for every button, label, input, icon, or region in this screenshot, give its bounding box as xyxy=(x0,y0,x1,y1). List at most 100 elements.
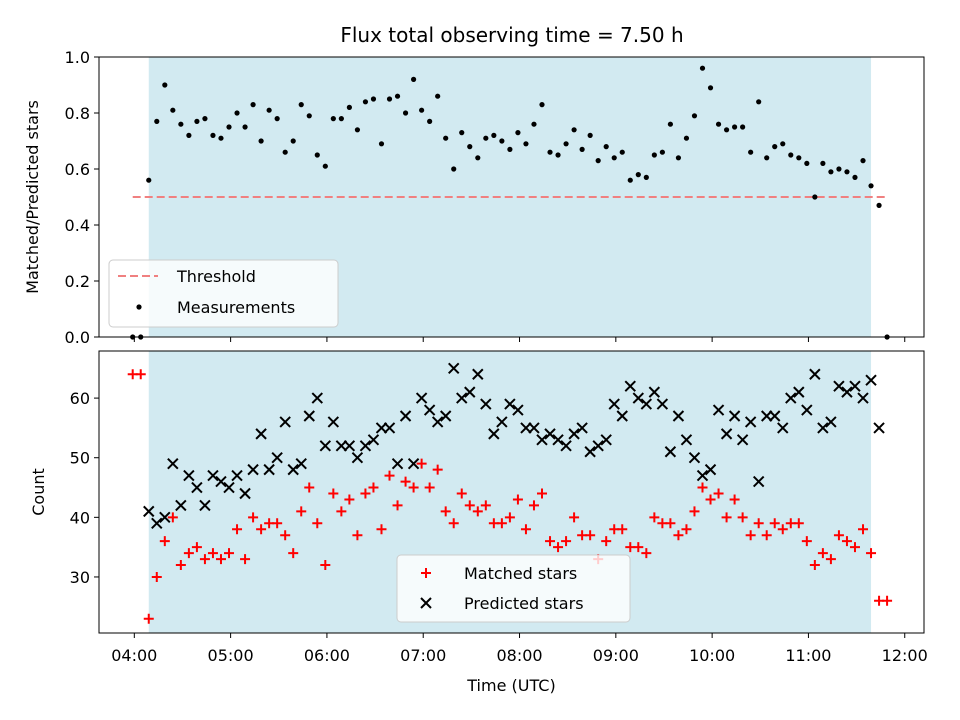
predicted-star-point xyxy=(873,422,885,434)
predicted-star-point xyxy=(175,499,187,512)
measurement-point xyxy=(523,141,529,147)
predicted-star-point xyxy=(319,440,332,452)
matched-star-point xyxy=(585,530,596,541)
matched-star-point xyxy=(705,494,716,505)
matched-star-point xyxy=(448,518,459,529)
measurement-point xyxy=(483,135,489,141)
matched-star-point xyxy=(769,518,780,529)
legend-predicted-label: Predicted stars xyxy=(464,594,584,613)
matched-star-point xyxy=(344,494,355,505)
measurement-point xyxy=(667,121,674,127)
y-tick-label: 30 xyxy=(70,568,90,587)
matched-star-point xyxy=(472,506,483,517)
matched-star-point xyxy=(777,524,788,535)
ratio-x-ticks xyxy=(133,337,906,342)
predicted-star-point xyxy=(271,452,283,464)
matched-star-point xyxy=(368,482,379,493)
matched-star-point xyxy=(175,560,186,571)
measurement-point xyxy=(154,118,160,124)
matched-star-point xyxy=(191,542,202,553)
matched-star-point xyxy=(384,470,395,481)
predicted-star-point xyxy=(648,386,661,398)
x-tick-label: 05:00 xyxy=(208,646,254,665)
measurement-point xyxy=(459,130,465,136)
predicted-star-point xyxy=(857,392,869,404)
matched-star-point xyxy=(761,530,772,541)
predicted-star-point xyxy=(488,428,500,440)
predicted-star-point xyxy=(801,404,813,416)
measurement-point xyxy=(740,124,746,130)
matched-star-point xyxy=(256,524,267,535)
matched-star-point xyxy=(272,518,283,529)
matched-star-point xyxy=(697,482,708,493)
matched-star-point xyxy=(665,518,676,529)
legend-matched-label: Matched stars xyxy=(464,564,577,583)
ratio-y-axis-label: Matched/Predicted stars xyxy=(23,100,42,294)
measurement-point xyxy=(683,135,690,141)
measurement-point xyxy=(186,132,192,138)
measurement-point xyxy=(427,118,433,124)
predicted-star-point xyxy=(656,398,669,410)
predicted-star-point xyxy=(183,469,195,482)
measurement-point xyxy=(635,172,641,178)
measurement-point xyxy=(178,121,184,127)
matched-star-point xyxy=(641,548,652,559)
ratio-legend: Threshold Measurements xyxy=(108,259,339,328)
predicted-star-point xyxy=(849,380,861,392)
x-tick-label: 07:00 xyxy=(400,646,446,665)
matched-star-point xyxy=(721,512,732,523)
predicted-star-point xyxy=(423,404,436,416)
predicted-star-point xyxy=(143,505,155,518)
predicted-star-point xyxy=(696,469,709,482)
predicted-star-point xyxy=(504,398,516,410)
x-tick-label: 04:00 xyxy=(111,646,157,665)
measurement-point xyxy=(780,141,786,147)
measurement-point xyxy=(346,104,352,110)
matched-star-point xyxy=(504,512,515,523)
measurement-point xyxy=(210,132,216,138)
measurement-point xyxy=(651,152,657,158)
chart-title: Flux total observing time = 7.50 h xyxy=(340,23,683,47)
measurement-point xyxy=(764,155,770,161)
predicted-star-point xyxy=(167,457,179,470)
predicted-star-point xyxy=(793,386,805,398)
measurement-point xyxy=(619,149,625,155)
matched-star-point xyxy=(545,536,556,547)
measurement-point xyxy=(868,183,874,189)
count-panel-frame xyxy=(98,350,925,634)
predicted-star-point xyxy=(239,487,251,500)
x-tick-label: 09:00 xyxy=(593,646,639,665)
matched-star-point xyxy=(440,506,451,517)
measurement-point xyxy=(475,155,481,161)
measurement-point xyxy=(643,174,649,180)
predicted-star-point xyxy=(640,398,653,410)
predicted-star-point xyxy=(327,416,340,428)
predicted-star-point xyxy=(736,434,749,446)
x-tick-label: 11:00 xyxy=(785,646,831,665)
x-tick-label: 12:00 xyxy=(882,646,928,665)
matched-star-point xyxy=(689,506,700,517)
predicted-star-point xyxy=(472,368,484,380)
measurement-point xyxy=(748,149,754,155)
y-tick-label: 60 xyxy=(70,389,90,408)
measurement-point xyxy=(242,124,248,130)
predicted-star-point xyxy=(704,463,717,476)
predicted-star-point xyxy=(448,362,460,374)
predicted-star-point xyxy=(407,457,420,470)
predicted-star-point xyxy=(247,463,259,476)
predicted-star-point xyxy=(544,428,556,440)
predicted-star-point xyxy=(255,428,267,440)
legend-matched-swatch xyxy=(421,568,431,578)
legend-measurement-swatch xyxy=(136,304,142,310)
predicted-star-point xyxy=(720,428,733,440)
measurement-point xyxy=(499,138,505,144)
predicted-star-point xyxy=(785,392,797,404)
measurement-point xyxy=(828,169,834,175)
predicted-star-point xyxy=(680,434,693,446)
predicted-star-point xyxy=(480,398,492,410)
matched-star-point xyxy=(296,506,307,517)
measurement-point xyxy=(250,102,256,108)
matched-star-point xyxy=(858,524,869,535)
predicted-star-point xyxy=(688,452,701,464)
measurement-point xyxy=(306,113,312,119)
